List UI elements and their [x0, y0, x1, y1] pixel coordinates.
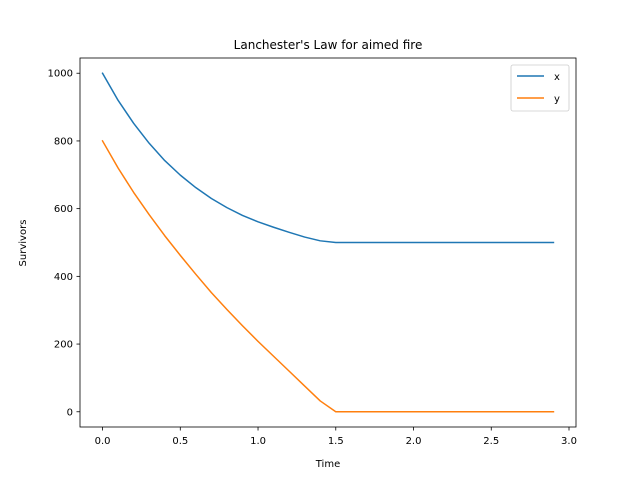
legend-label-x: x: [554, 72, 560, 83]
x-tick-label: 0.0: [95, 436, 111, 447]
x-tick-label: 3.0: [561, 436, 577, 447]
legend-label-y: y: [554, 94, 560, 105]
legend: xy: [510, 64, 570, 112]
axes-frame: [79, 57, 577, 428]
y-tick-label: 600: [54, 204, 73, 215]
y-tick-label: 800: [54, 136, 73, 147]
y-tick-label: 0: [67, 407, 73, 418]
y-tick-label: 200: [54, 340, 73, 351]
x-tick-label: 2.0: [406, 436, 422, 447]
y-tick-label: 400: [54, 272, 73, 283]
legend-box: [510, 64, 570, 112]
series-line-y: [101, 139, 555, 413]
chart-title: Lanchester's Law for aimed fire: [234, 38, 423, 52]
plot-area: [101, 72, 555, 413]
x-axis-label: Time: [315, 459, 340, 470]
x-tick-label: 2.5: [483, 436, 499, 447]
x-tick-label: 0.5: [172, 436, 188, 447]
x-tick-label: 1.5: [328, 436, 344, 447]
series-line-x: [101, 72, 555, 244]
x-tick-label: 1.0: [250, 436, 266, 447]
y-tick-label: 1000: [48, 69, 73, 80]
y-axis-label: Survivors: [18, 220, 29, 267]
axes: 0.0 0.5 1.0 1.5 2.0 2.5 3.0 0 200 400 600 800 1000: [48, 57, 577, 447]
